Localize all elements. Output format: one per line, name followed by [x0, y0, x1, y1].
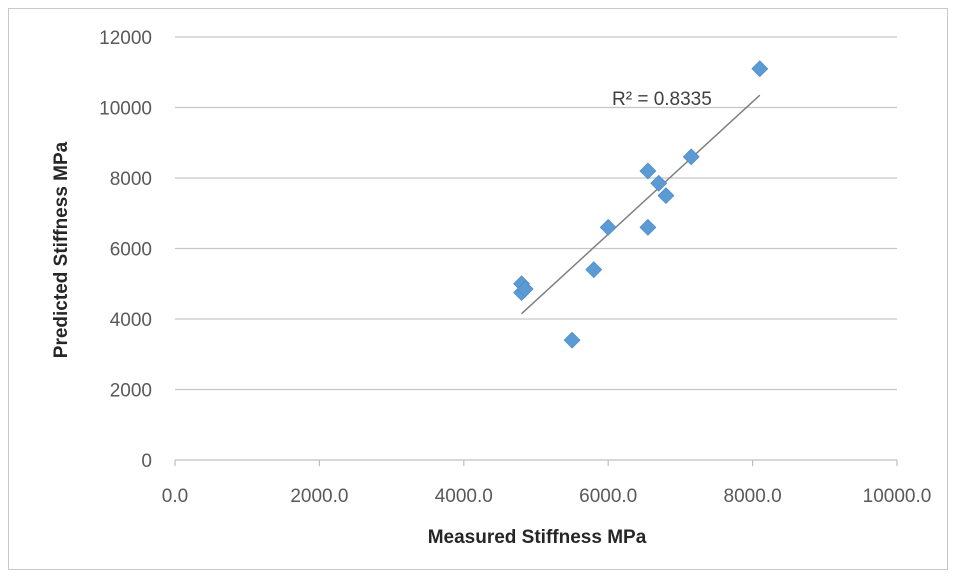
chart-frame [8, 8, 948, 570]
y-tick-labels: 0 2000 4000 6000 8000 10000 12000 [99, 28, 152, 472]
data-point [639, 162, 657, 180]
x-tick-label: 6000.0 [579, 486, 637, 507]
y-tick-label: 6000 [110, 240, 152, 261]
data-point [585, 261, 603, 279]
data-point [751, 60, 769, 78]
r-squared-annotation: R² = 0.8335 [612, 89, 712, 110]
y-tick-label: 2000 [110, 381, 152, 402]
data-point [599, 218, 617, 236]
y-tick-label: 12000 [99, 28, 152, 49]
y-tick-label: 0 [141, 451, 152, 472]
x-tick-label: 4000.0 [435, 486, 493, 507]
data-point [650, 174, 668, 192]
x-tick-label: 2000.0 [290, 486, 348, 507]
y-axis-title: Predicted Stiffness MPa [51, 141, 72, 358]
data-point [563, 331, 581, 349]
x-axis-title: Measured Stiffness MPa [428, 527, 647, 548]
data-point [657, 187, 675, 205]
y-tick-label: 4000 [110, 310, 152, 331]
data-point [682, 148, 700, 166]
axes [174, 459, 898, 466]
x-tick-label: 10000.0 [863, 486, 932, 507]
data-points [513, 60, 769, 349]
x-tick-labels: 0.0 2000.0 4000.0 6000.0 8000.0 10000.0 [162, 486, 932, 507]
x-tick-label: 0.0 [162, 486, 188, 507]
trendline [521, 94, 761, 315]
data-point [639, 218, 657, 236]
trendline-group [521, 94, 761, 315]
x-tick-label: 8000.0 [724, 486, 782, 507]
data-point [516, 280, 534, 298]
gridlines [175, 36, 897, 391]
y-tick-label: 8000 [110, 169, 152, 190]
y-tick-label: 10000 [99, 99, 152, 120]
